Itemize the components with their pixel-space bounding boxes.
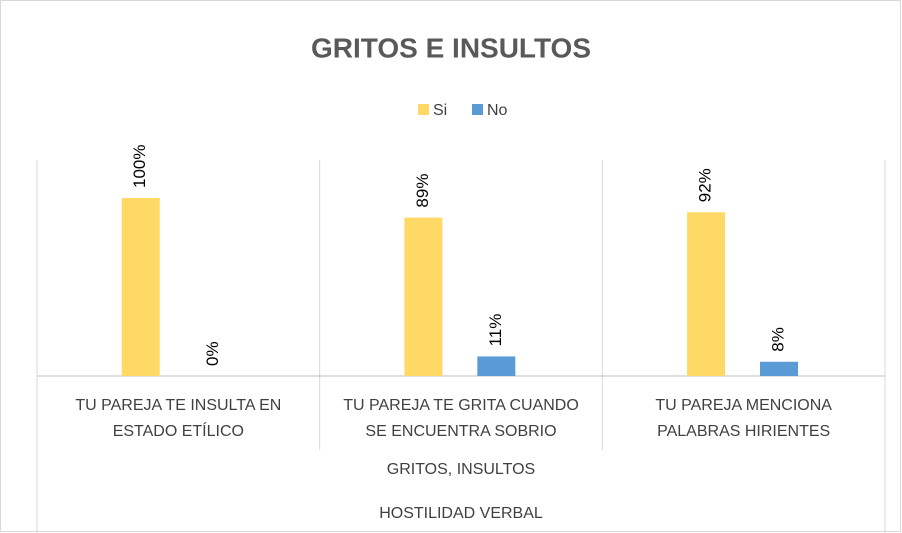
legend-label: No: [487, 102, 508, 119]
value-label: 92%: [696, 168, 715, 202]
x-tick-label: TU PAREJA MENCIONA: [655, 397, 832, 414]
value-label: 89%: [413, 174, 432, 208]
value-label: 11%: [486, 314, 505, 347]
value-label: 0%: [203, 341, 222, 366]
legend-swatch: [472, 104, 483, 115]
legend-label: Si: [433, 102, 447, 119]
value-label: 8%: [768, 327, 787, 352]
bar: [404, 217, 443, 376]
bar: [760, 361, 798, 376]
category-group-label: GRITOS, INSULTOS: [387, 461, 535, 478]
legend-swatch: [418, 104, 429, 115]
x-tick-label: TU PAREJA TE INSULTA EN: [75, 397, 281, 414]
bar: [687, 212, 726, 376]
x-tick-label: PALABRAS HIRIENTES: [657, 423, 830, 440]
bar: [477, 356, 516, 376]
x-tick-label: ESTADO ETÍLICO: [113, 421, 244, 440]
value-label: 100%: [130, 145, 149, 188]
bar: [121, 198, 160, 376]
x-tick-label: TU PAREJA TE GRITA CUANDO: [343, 397, 579, 414]
x-tick-label: SE ENCUENTRA SOBRIO: [365, 423, 556, 440]
chart-title: GRITOS E INSULTOS: [311, 32, 591, 63]
category-group-label: HOSTILIDAD VERBAL: [379, 505, 543, 522]
